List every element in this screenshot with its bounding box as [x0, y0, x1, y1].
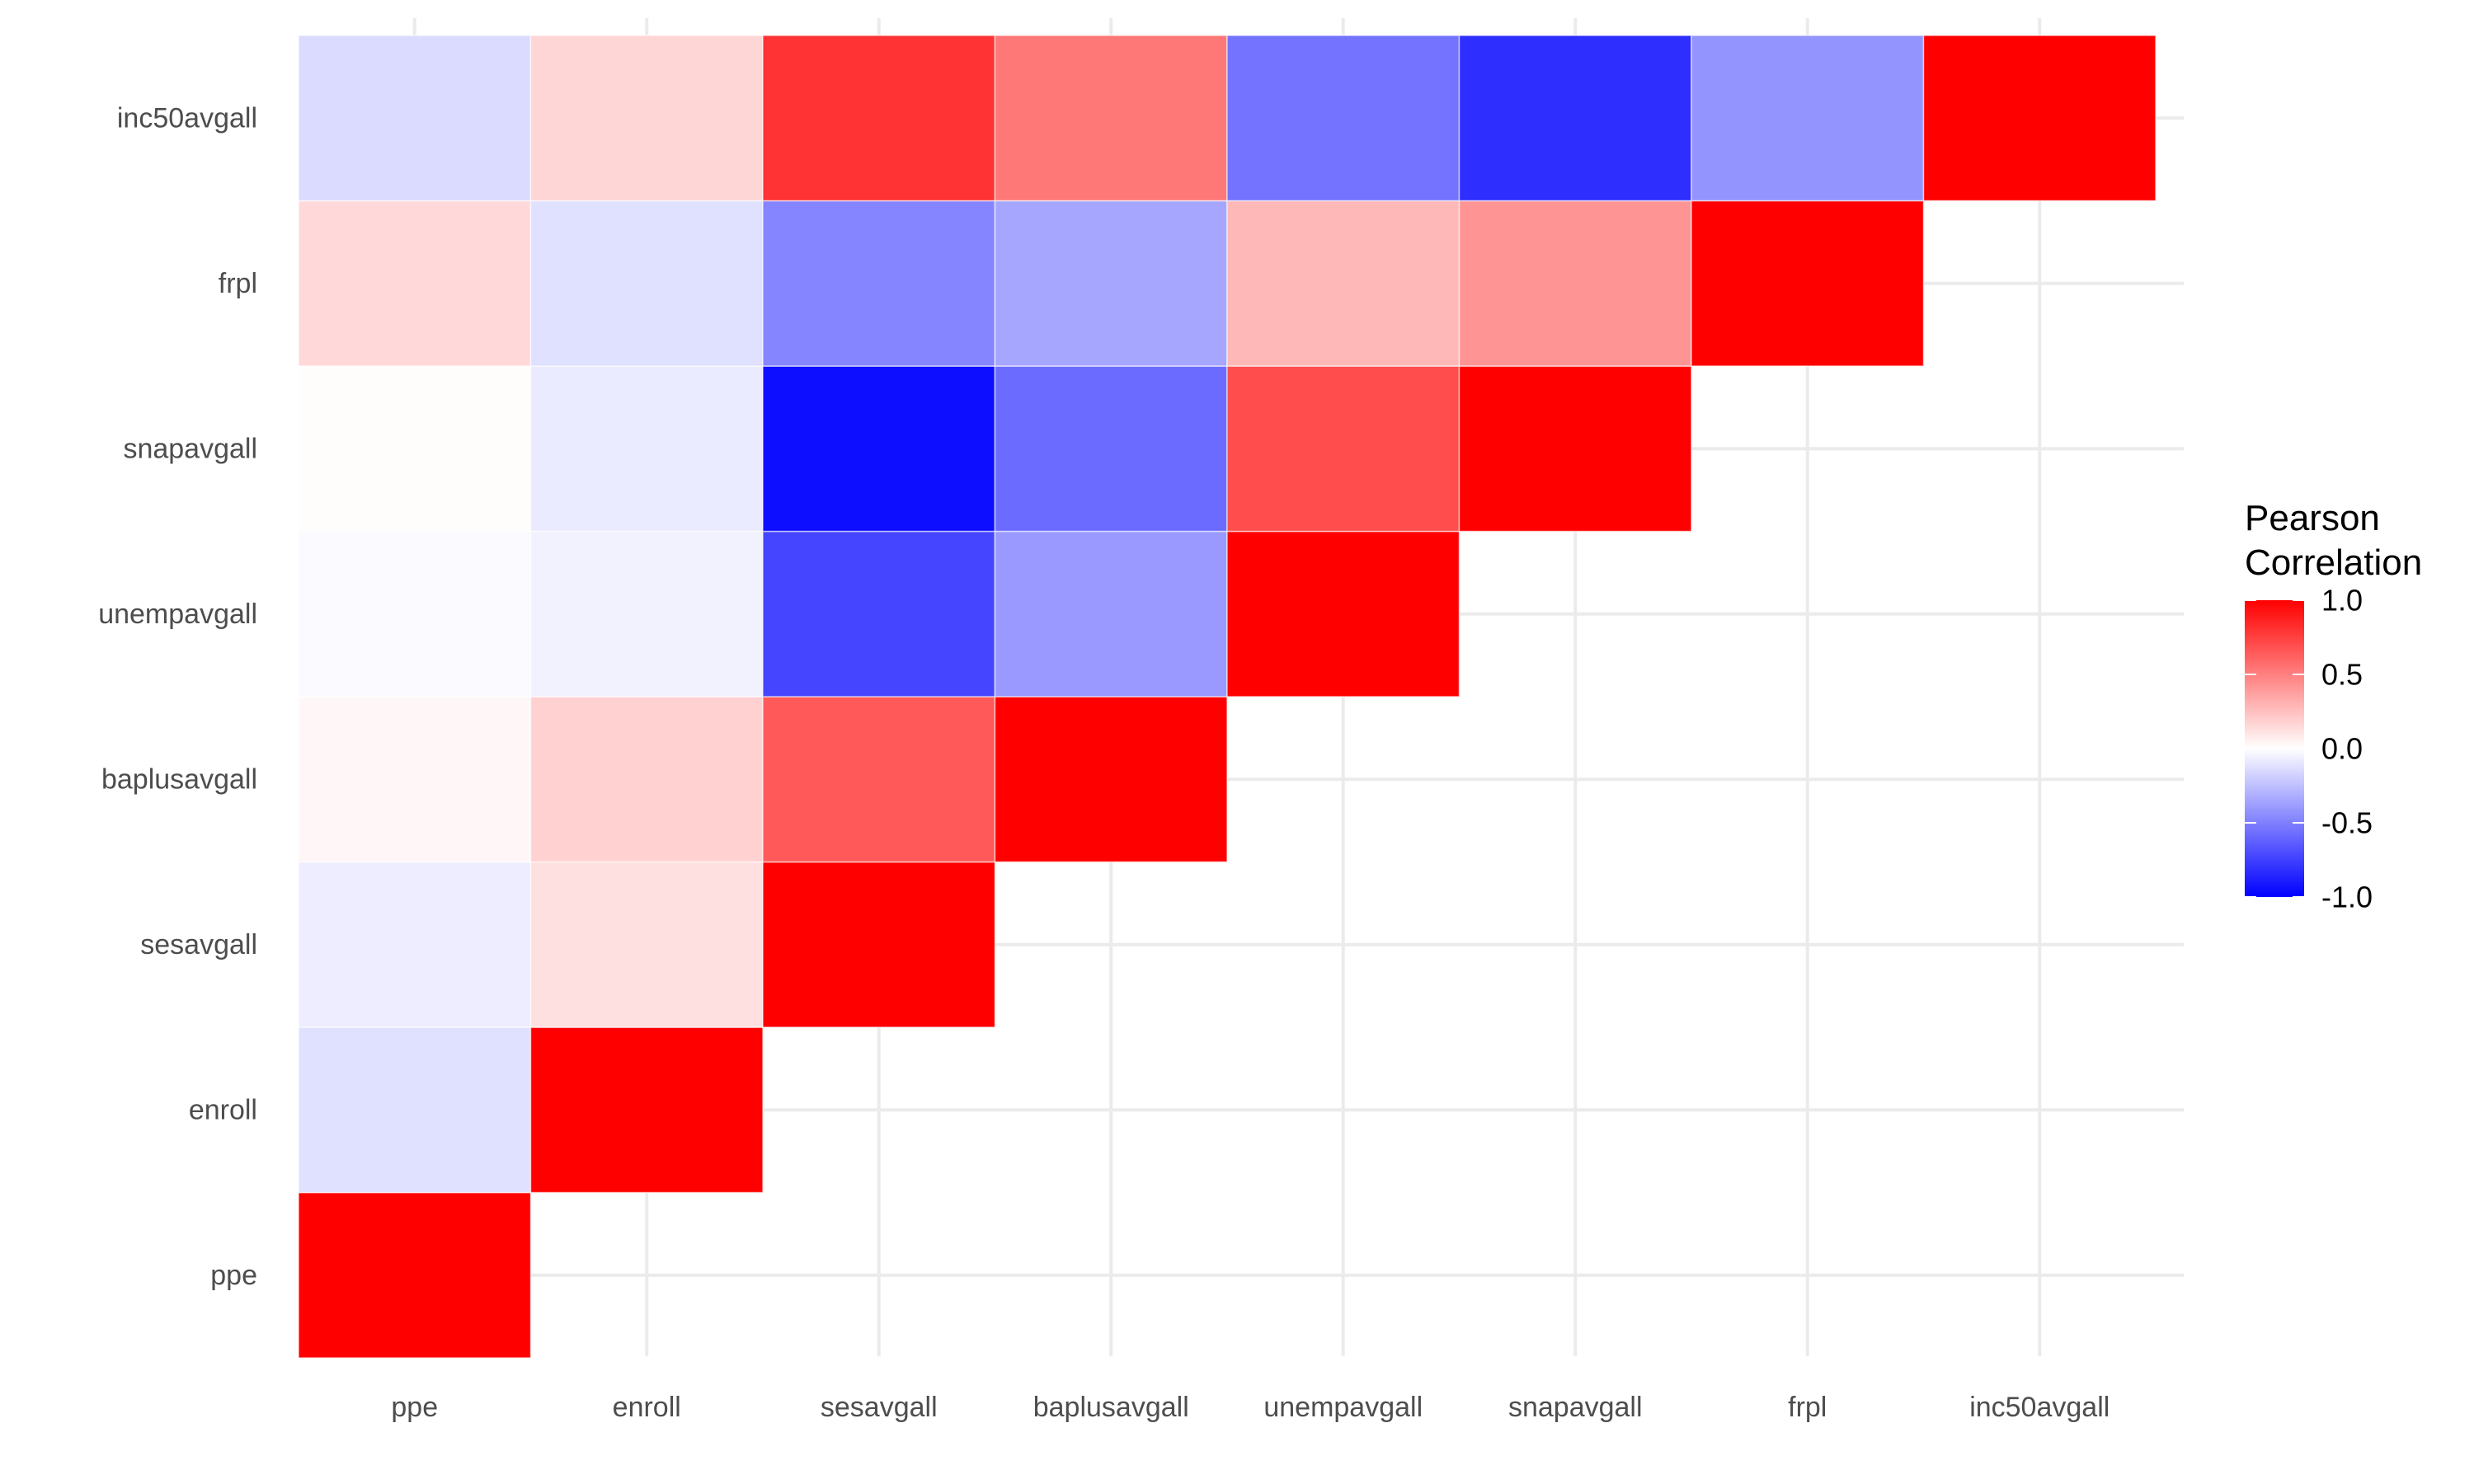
legend-label: -1.0	[2321, 881, 2373, 914]
x-tick-label: snapavgall	[1508, 1392, 1643, 1423]
heatmap-cell-enroll-baplusavgall	[529, 696, 764, 863]
y-tick-label: baplusavgall	[101, 763, 257, 795]
heatmap-cell-baplusavgall-baplusavgall	[994, 696, 1228, 863]
y-tick-label: ppe	[210, 1260, 257, 1291]
y-tick-label: enroll	[189, 1094, 257, 1125]
x-tick-label: baplusavgall	[1033, 1392, 1189, 1423]
heatmap-tiles	[298, 35, 2157, 1359]
heatmap-cell-ppe-sesavgall	[298, 861, 532, 1028]
heatmap-cell-baplusavgall-inc50avgall	[994, 35, 1228, 202]
legend-title-line-1: Pearson	[2245, 498, 2380, 538]
heatmap-cell-baplusavgall-unempavgall	[994, 530, 1228, 697]
heatmap-cell-enroll-inc50avgall	[529, 35, 764, 202]
heatmap-cell-ppe-unempavgall	[298, 530, 532, 697]
x-tick-label: inc50avgall	[1969, 1392, 2109, 1423]
x-axis: ppe enroll sesavgall baplusavgall unempavgal…	[391, 1392, 2109, 1423]
y-tick-label: inc50avgall	[117, 102, 257, 134]
x-tick-label: enroll	[613, 1392, 681, 1423]
x-tick-label: unempavgall	[1263, 1392, 1423, 1423]
heatmap-cell-unempavgall-frpl	[1226, 200, 1460, 367]
x-tick-label: sesavgall	[821, 1392, 938, 1423]
legend-label: 0.0	[2321, 732, 2363, 766]
heatmap-cell-ppe-inc50avgall	[298, 35, 532, 202]
color-legend: Pearson Correlation 1.0 0.5 0.0 -0.5 -1.0	[2245, 498, 2422, 914]
heatmap-cell-snapavgall-inc50avgall	[1458, 35, 1692, 202]
heatmap-cell-sesavgall-sesavgall	[762, 861, 996, 1028]
heatmap-cell-sesavgall-snapavgall	[762, 365, 996, 533]
heatmap-cell-enroll-unempavgall	[529, 530, 764, 697]
heatmap-cell-ppe-frpl	[298, 200, 532, 367]
heatmap-cell-unempavgall-unempavgall	[1226, 530, 1460, 697]
heatmap-cell-sesavgall-baplusavgall	[762, 696, 996, 863]
legend-label: 0.5	[2321, 658, 2363, 692]
y-axis: ppe enroll sesavgall baplusavgall unempavgal…	[98, 102, 257, 1291]
heatmap-cell-baplusavgall-snapavgall	[994, 365, 1228, 533]
heatmap-cell-unempavgall-snapavgall	[1226, 365, 1460, 533]
heatmap-cell-enroll-frpl	[529, 200, 764, 367]
heatmap-cell-frpl-inc50avgall	[1691, 35, 1925, 202]
heatmap-cell-inc50avgall-inc50avgall	[1922, 35, 2157, 202]
heatmap-cell-snapavgall-frpl	[1458, 200, 1692, 367]
heatmap-cell-enroll-snapavgall	[529, 365, 764, 533]
heatmap-cell-sesavgall-unempavgall	[762, 530, 996, 697]
heatmap-cell-ppe-enroll	[298, 1026, 532, 1194]
legend-title-line-2: Correlation	[2245, 542, 2422, 583]
legend-label: 1.0	[2321, 584, 2363, 618]
heatmap-cell-snapavgall-snapavgall	[1458, 365, 1692, 533]
y-tick-label: sesavgall	[140, 929, 257, 960]
heatmap-cell-ppe-ppe	[298, 1191, 532, 1359]
y-tick-label: unempavgall	[98, 599, 257, 630]
heatmap-cell-sesavgall-inc50avgall	[762, 35, 996, 202]
heatmap-cell-ppe-baplusavgall	[298, 696, 532, 863]
y-tick-label: snapavgall	[123, 433, 257, 464]
x-tick-label: frpl	[1788, 1392, 1827, 1423]
y-tick-label: frpl	[219, 268, 257, 299]
heatmap-cell-ppe-snapavgall	[298, 365, 532, 533]
heatmap-cell-enroll-sesavgall	[529, 861, 764, 1028]
heatmap-cell-enroll-enroll	[529, 1026, 764, 1194]
legend-label: -0.5	[2321, 806, 2373, 840]
heatmap-cell-unempavgall-inc50avgall	[1226, 35, 1460, 202]
heatmap-cell-sesavgall-frpl	[762, 200, 996, 367]
x-tick-label: ppe	[391, 1392, 438, 1423]
heatmap-cell-baplusavgall-frpl	[994, 200, 1228, 367]
heatmap-cell-frpl-frpl	[1691, 200, 1925, 367]
